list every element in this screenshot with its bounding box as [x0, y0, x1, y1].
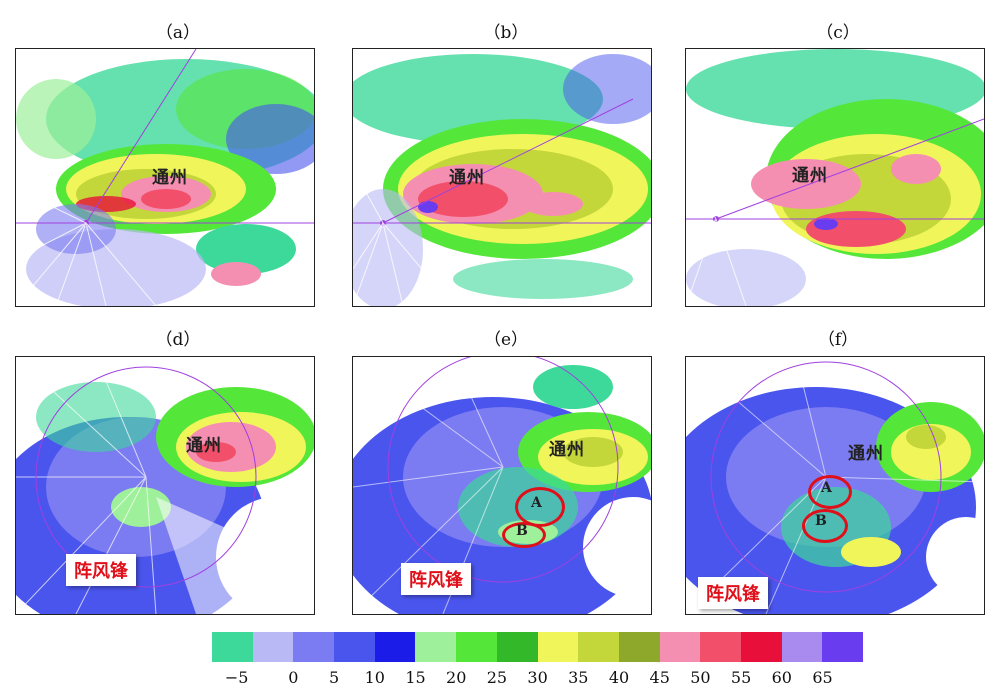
- color-swatch: [456, 632, 497, 662]
- color-swatch: [415, 632, 457, 662]
- color-scale-tick-label: 35: [568, 668, 589, 687]
- marker-ring-b-f: [802, 509, 848, 543]
- color-swatch: [781, 632, 823, 662]
- color-scale-tick-label: 10: [364, 668, 385, 687]
- radar-panel-c: 通州: [685, 48, 985, 307]
- panel-label-b: （b）: [483, 23, 529, 43]
- color-swatch: [578, 632, 619, 662]
- color-swatch: [334, 632, 375, 662]
- color-swatch: [212, 632, 253, 662]
- city-label-b: 通州: [449, 168, 485, 188]
- color-scale-tick-label: 15: [405, 668, 426, 687]
- radar-image-b: [353, 49, 651, 306]
- marker-letter-b-f: B: [815, 513, 827, 529]
- color-scale-tick-label: 40: [608, 668, 630, 687]
- color-swatch: [740, 632, 782, 662]
- color-scale-tick-label: −5: [224, 668, 249, 687]
- marker-letter-a-f: A: [821, 480, 832, 496]
- radar-image-e: [353, 357, 651, 614]
- color-scale-tick-label: 45: [649, 668, 670, 687]
- color-scale-tick-label: 60: [771, 668, 792, 687]
- panel-label-d: （d）: [155, 330, 201, 350]
- color-scale-tick-label: 55: [730, 668, 752, 687]
- gust-front-callout-d: 阵风锋: [66, 554, 136, 586]
- city-label-f: 通州: [848, 444, 884, 464]
- marker-letter-b-e: B: [516, 523, 528, 539]
- marker-ring-b-e: [502, 522, 546, 548]
- color-scale-tick-label: 65: [812, 668, 833, 687]
- gust-front-callout-e: 阵风锋: [401, 563, 471, 595]
- color-scale-tick-label: 20: [446, 668, 467, 687]
- color-scale-bar: [212, 632, 863, 662]
- radar-panel-d: 通州 阵风锋: [15, 356, 315, 615]
- color-swatch: [822, 632, 863, 662]
- color-swatch: [700, 632, 741, 662]
- city-label-a: 通州: [152, 168, 188, 188]
- panel-label-e: （e）: [483, 330, 529, 350]
- radar-panel-b: 通州: [352, 48, 652, 307]
- color-scale-tick-label: 30: [527, 668, 548, 687]
- radar-panel-e: 通州 A B 阵风锋: [352, 356, 652, 615]
- radar-image-a: [16, 49, 314, 306]
- panel-label-f: （f）: [817, 330, 859, 350]
- gust-front-callout-f: 阵风锋: [698, 577, 768, 609]
- city-label-e: 通州: [549, 440, 585, 460]
- marker-letter-a-e: A: [531, 495, 542, 511]
- color-swatch: [618, 632, 660, 662]
- color-scale-tick-label: 0: [288, 668, 299, 687]
- color-scale-tick-label: 5: [329, 668, 340, 687]
- panel-label-a: （a）: [155, 23, 201, 43]
- radar-panel-a: 通州: [15, 48, 315, 307]
- marker-ring-a-f: [808, 475, 852, 509]
- color-swatch: [496, 632, 538, 662]
- color-scale-tick-label: 50: [690, 668, 711, 687]
- color-scale-ticks: −5 0 5 10 15 20 25 30 35 40 45 50 55 60 65: [192, 668, 852, 692]
- color-swatch: [659, 632, 701, 662]
- radar-image-f: [686, 357, 984, 614]
- radar-image-c: [686, 49, 984, 306]
- color-swatch: [252, 632, 294, 662]
- city-label-c: 通州: [792, 166, 828, 186]
- color-swatch: [293, 632, 335, 662]
- color-swatch: [374, 632, 416, 662]
- color-swatch: [537, 632, 579, 662]
- city-label-d: 通州: [186, 436, 222, 456]
- radar-panel-f: 通州 A B 阵风锋: [685, 356, 985, 615]
- color-scale-tick-label: 25: [486, 668, 508, 687]
- radar-image-d: [16, 357, 314, 614]
- panel-label-c: （c）: [816, 23, 860, 43]
